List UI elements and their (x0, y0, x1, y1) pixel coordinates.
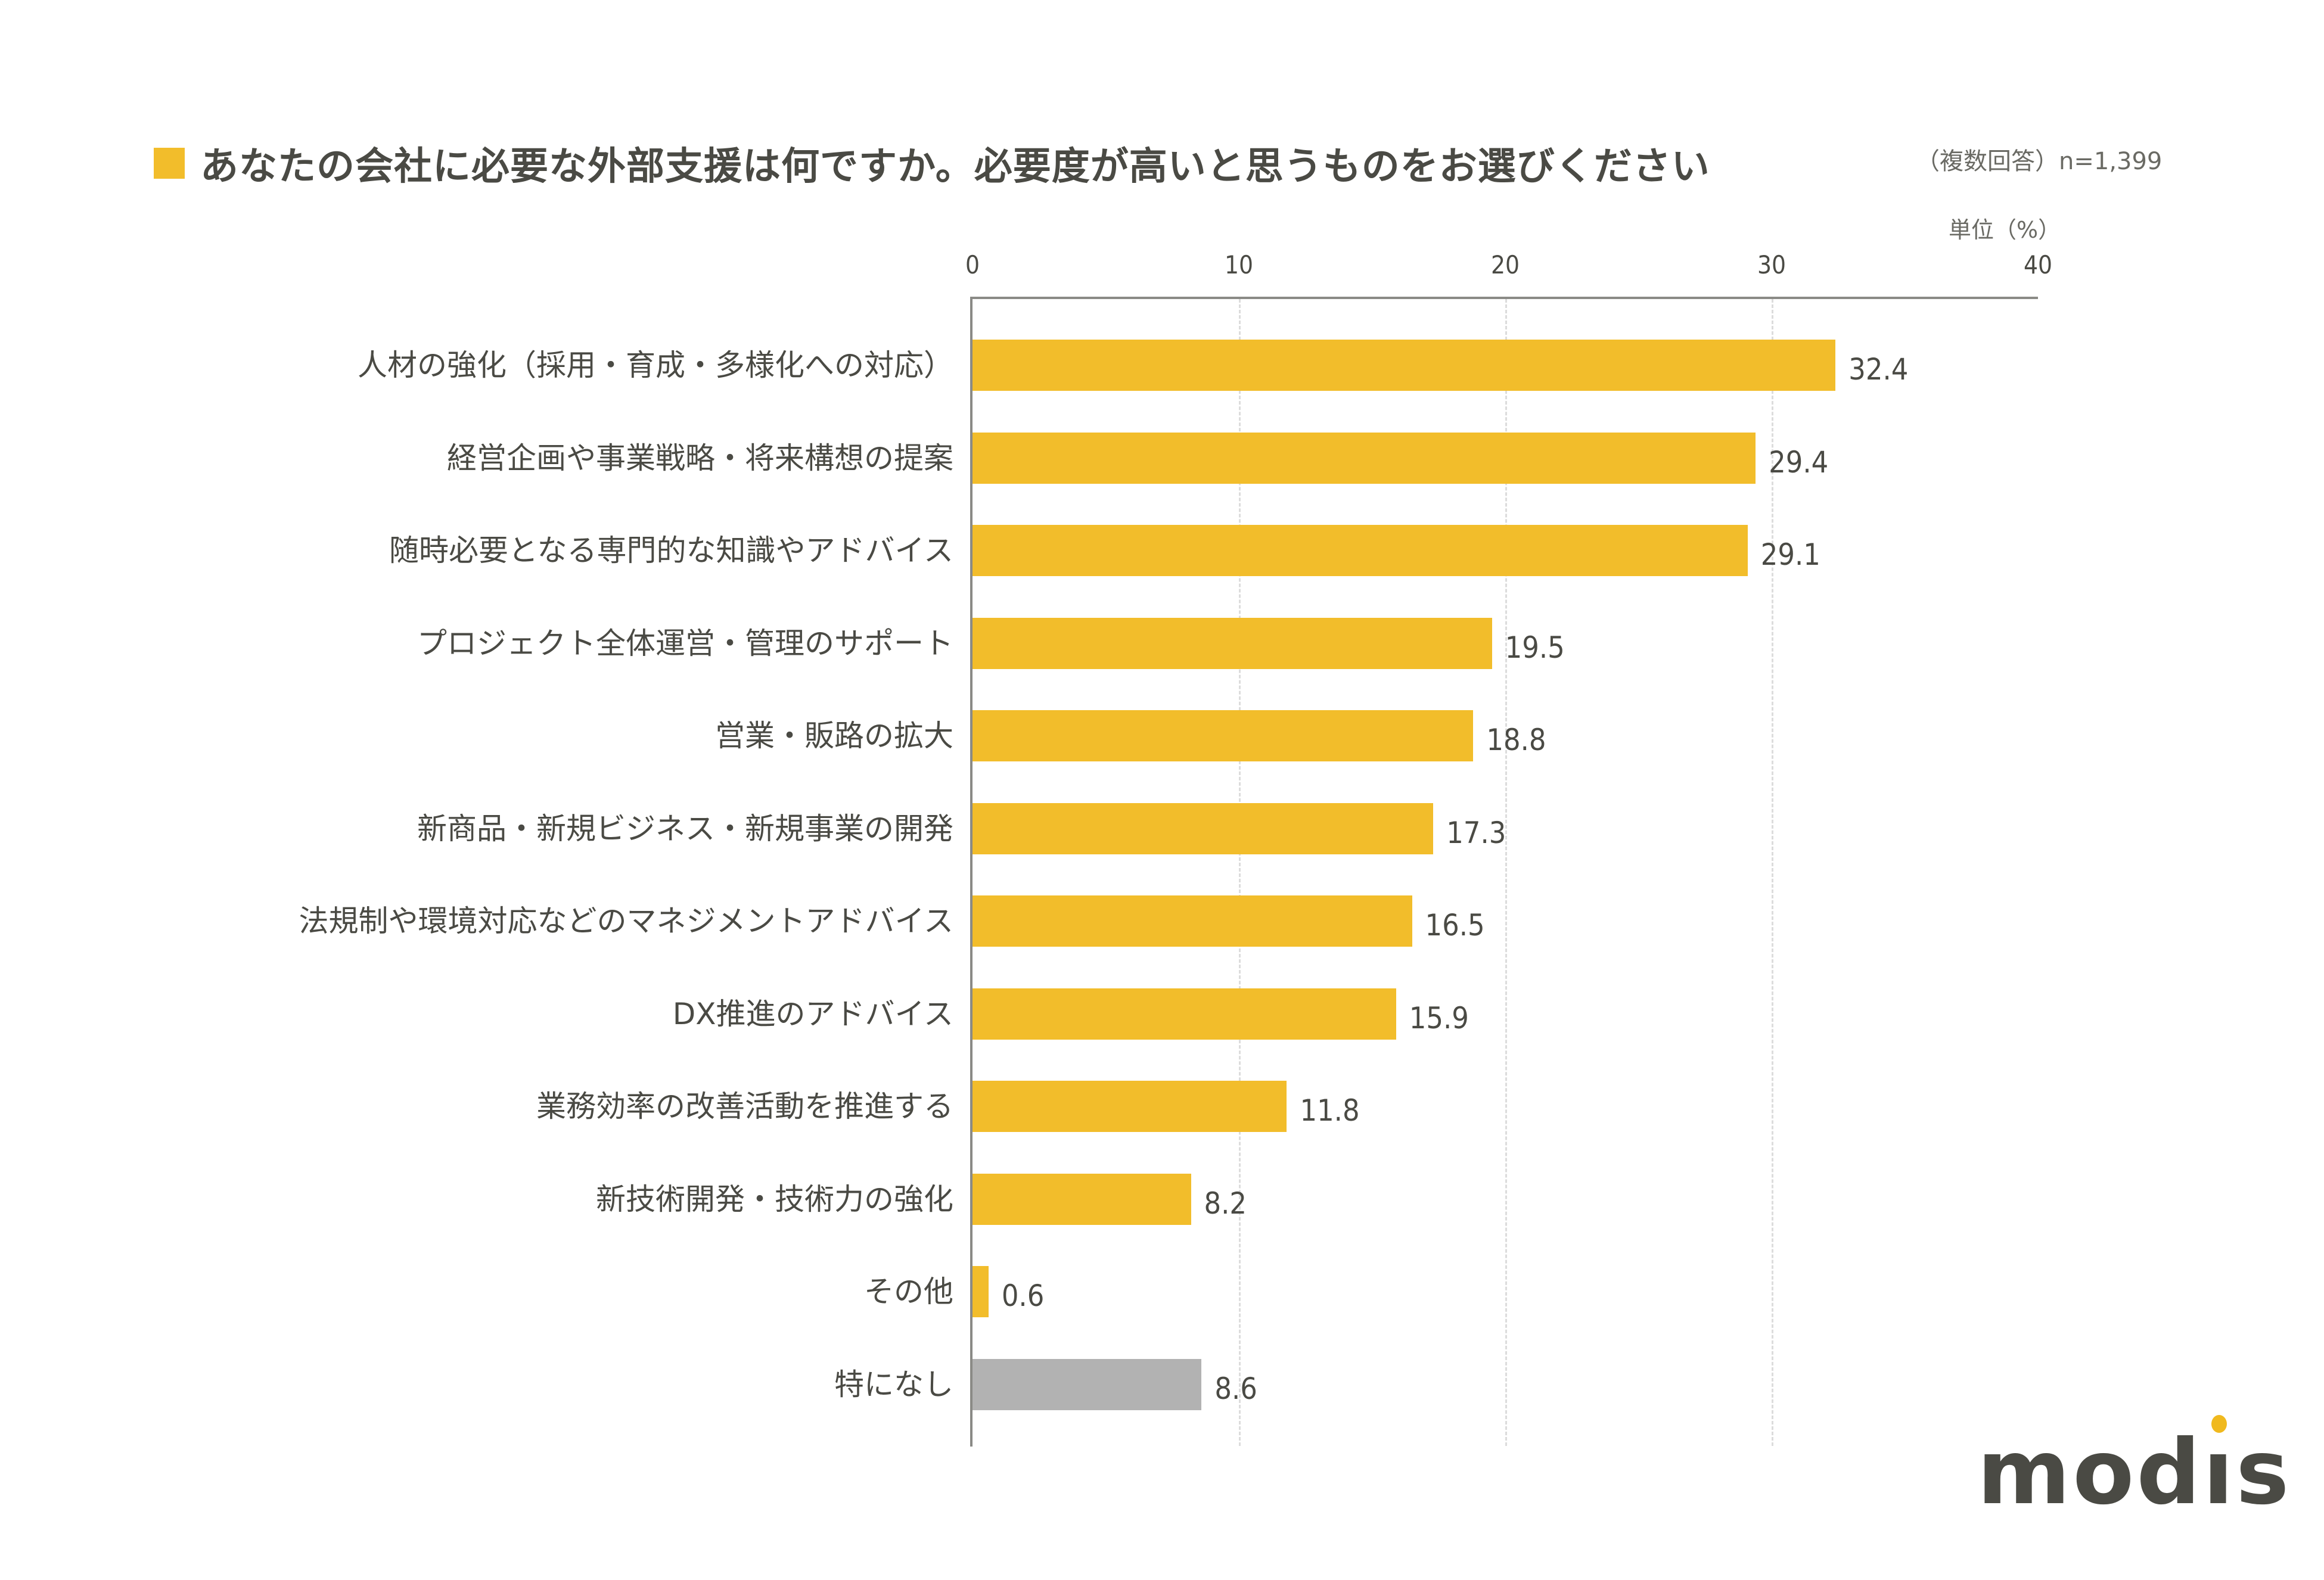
value-label: 0.6 (1001, 1279, 1045, 1313)
bar-row: DX推進のアドバイス 15.9 (0, 988, 2324, 1040)
value-label: 19.5 (1505, 630, 1565, 665)
gridline (1505, 299, 1507, 1446)
modis-logo: modı s (1977, 1415, 2292, 1525)
chart-title: あなたの会社に必要な外部支援は何ですか。必要度が高いと思うものをお選びください (200, 145, 1710, 189)
x-tick-label: 40 (2023, 250, 2053, 279)
value-label: 17.3 (1446, 815, 1506, 850)
category-label: プロジェクト全体運営・管理のサポート (417, 626, 953, 661)
bar-row: 新商品・新規ビジネス・新規事業の開発 17.3 (0, 803, 2324, 854)
logo-i-stem: ı (2202, 1421, 2236, 1525)
logo-text-end: s (2236, 1421, 2292, 1525)
x-tick-label: 20 (1490, 250, 1520, 279)
bar-row: プロジェクト全体運営・管理のサポート 19.5 (0, 617, 2324, 669)
category-label: 人材の強化（採用・育成・多様化への対応） (358, 348, 953, 382)
bar-row: 新技術開発・技術力の強化 8.2 (0, 1173, 2324, 1225)
gridline (1772, 299, 1773, 1446)
bar (973, 432, 1756, 484)
value-label: 11.8 (1300, 1093, 1360, 1128)
value-label: 15.9 (1409, 1000, 1469, 1035)
value-label: 18.8 (1486, 723, 1546, 757)
category-label: 業務効率の改善活動を推進する (536, 1089, 953, 1124)
bar (973, 1081, 1287, 1132)
title-marker-square (154, 148, 185, 179)
category-label: DX推進のアドバイス (672, 996, 953, 1031)
bar-row: 特になし 8.6 (0, 1358, 2324, 1410)
x-tick-label: 0 (965, 250, 980, 279)
sample-note: （複数回答）n=1,399 (1916, 148, 2163, 175)
bar (973, 803, 1434, 854)
bar-row: 経営企画や事業戦略・将来構想の提案 29.4 (0, 432, 2324, 484)
chart-title-block: あなたの会社に必要な外部支援は何ですか。必要度が高いと思うものをお選びください (154, 136, 1710, 191)
bar-row: 人材の強化（採用・育成・多様化への対応） 32.4 (0, 340, 2324, 391)
logo-i: ı (2202, 1415, 2236, 1525)
bar (973, 710, 1474, 761)
category-label: 営業・販路の拡大 (715, 719, 953, 753)
value-label: 16.5 (1425, 908, 1485, 943)
gridline (1239, 299, 1241, 1446)
bar-row: 業務効率の改善活動を推進する 11.8 (0, 1081, 2324, 1132)
value-label: 8.6 (1214, 1371, 1257, 1406)
bar (973, 895, 1412, 947)
bar-row: 法規制や環境対応などのマネジメントアドバイス 16.5 (0, 895, 2324, 947)
logo-dot-icon (2211, 1415, 2227, 1433)
unit-label: 単位（%） (1949, 217, 2061, 243)
value-label: 32.4 (1848, 352, 1909, 387)
category-label: その他 (864, 1274, 953, 1309)
category-label: 新技術開発・技術力の強化 (596, 1181, 953, 1217)
bar (973, 1173, 1191, 1225)
bar (973, 1266, 989, 1317)
value-label: 8.2 (1204, 1186, 1247, 1221)
category-label: 法規制や環境対応などのマネジメントアドバイス (299, 904, 954, 938)
bar-row: 随時必要となる専門的な知識やアドバイス 29.1 (0, 525, 2324, 576)
bar (973, 340, 1836, 391)
bar (973, 988, 1396, 1040)
bar (973, 1358, 1202, 1410)
x-tick-label: 10 (1224, 250, 1254, 279)
value-label: 29.1 (1760, 537, 1820, 572)
y-axis-line (970, 297, 973, 1447)
bar-row: その他 0.6 (0, 1266, 2324, 1317)
category-label: 随時必要となる専門的な知識やアドバイス (389, 533, 953, 568)
category-label: 特になし (834, 1367, 953, 1402)
x-tick-label: 30 (1757, 250, 1787, 279)
bar (973, 525, 1748, 576)
logo-text-start: mod (1977, 1421, 2203, 1525)
bar (973, 617, 1492, 669)
value-label: 29.4 (1769, 444, 1829, 480)
bar-row: 営業・販路の拡大 18.8 (0, 710, 2324, 761)
category-label: 新商品・新規ビジネス・新規事業の開発 (417, 811, 953, 846)
category-label: 経営企画や事業戦略・将来構想の提案 (447, 440, 953, 475)
x-axis-line (971, 297, 2038, 299)
